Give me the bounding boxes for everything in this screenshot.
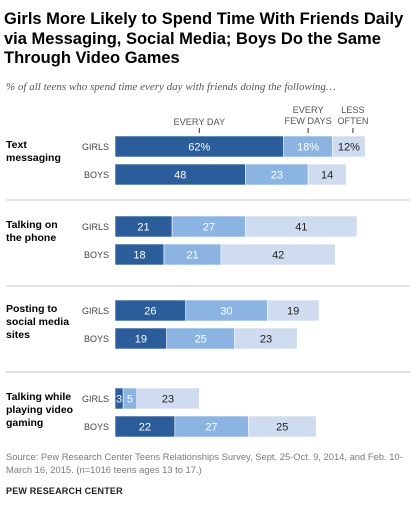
- category-label: the phone: [6, 232, 56, 244]
- bar-segment: [332, 135, 366, 158]
- bar-value-label: 18: [133, 250, 145, 262]
- bar-value-label: 48: [174, 170, 186, 182]
- bar-value-label: 14: [321, 170, 333, 182]
- category-label: Text: [6, 139, 27, 151]
- bar-segment: [307, 163, 347, 186]
- bar-segment: [220, 243, 336, 266]
- bar-segment: [234, 327, 298, 350]
- bar-value-label: 21: [186, 250, 198, 262]
- footer-credit: PEW RESEARCH CENTER: [6, 486, 123, 496]
- category-label: Talking while: [6, 391, 71, 403]
- category-label: messaging: [6, 152, 61, 164]
- bar-value-label: 41: [295, 222, 307, 234]
- bar-segment: [245, 215, 358, 238]
- bar-value-label: 27: [203, 222, 215, 234]
- bar-value-label: 19: [287, 306, 299, 318]
- chart-title: Girls More Likely to Spend Time With Fri…: [4, 10, 404, 67]
- bar-value-label: 23: [162, 394, 174, 406]
- group-label: GIRLS: [82, 222, 109, 232]
- bar-value-label: 62%: [188, 142, 210, 154]
- bar-value-label: 22: [139, 422, 151, 434]
- bar-value-label: 23: [271, 170, 283, 182]
- group-label: GIRLS: [82, 142, 109, 152]
- legend-label: FEW DAYS: [284, 116, 331, 126]
- group-label: GIRLS: [82, 394, 109, 404]
- group-label: BOYS: [84, 250, 109, 260]
- category-label: sites: [6, 329, 30, 341]
- category-label: social media: [6, 316, 69, 328]
- chart-subtitle: % of all teens who spend time every day …: [6, 81, 336, 93]
- bar-value-label: 18%: [297, 142, 319, 154]
- legend-label: OFTEN: [337, 116, 368, 126]
- bar-value-label: 23: [260, 334, 272, 346]
- bar-value-label: 5: [127, 394, 133, 406]
- bar-value-label: 21: [137, 222, 149, 234]
- category-label: Posting to: [6, 303, 57, 315]
- bar-value-label: 42: [272, 250, 284, 262]
- legend-label: EVERY DAY: [174, 117, 226, 127]
- category-label: gaming: [6, 417, 43, 429]
- bar-value-label: 12%: [338, 142, 360, 154]
- legend-label: LESS: [341, 105, 365, 115]
- bar-segment: [267, 299, 320, 322]
- bar-value-label: 26: [144, 306, 156, 318]
- category-label: playing video: [6, 404, 73, 416]
- group-label: BOYS: [84, 334, 109, 344]
- bar-value-label: 25: [195, 334, 207, 346]
- bar-value-label: 19: [135, 334, 147, 346]
- bar-segment: [136, 387, 200, 410]
- source-note: Source: Pew Research Center Teens Relati…: [6, 451, 403, 475]
- bar-value-label: 30: [220, 306, 232, 318]
- bar-segment: [247, 415, 317, 438]
- bar-value-label: 25: [276, 422, 288, 434]
- bar-value-label: 27: [205, 422, 217, 434]
- bar-value-label: 3: [116, 394, 122, 406]
- group-label: BOYS: [84, 422, 109, 432]
- category-label: Talking on: [6, 219, 58, 231]
- group-label: BOYS: [84, 170, 109, 180]
- legend-label: EVERY: [293, 105, 324, 115]
- group-label: GIRLS: [82, 306, 109, 316]
